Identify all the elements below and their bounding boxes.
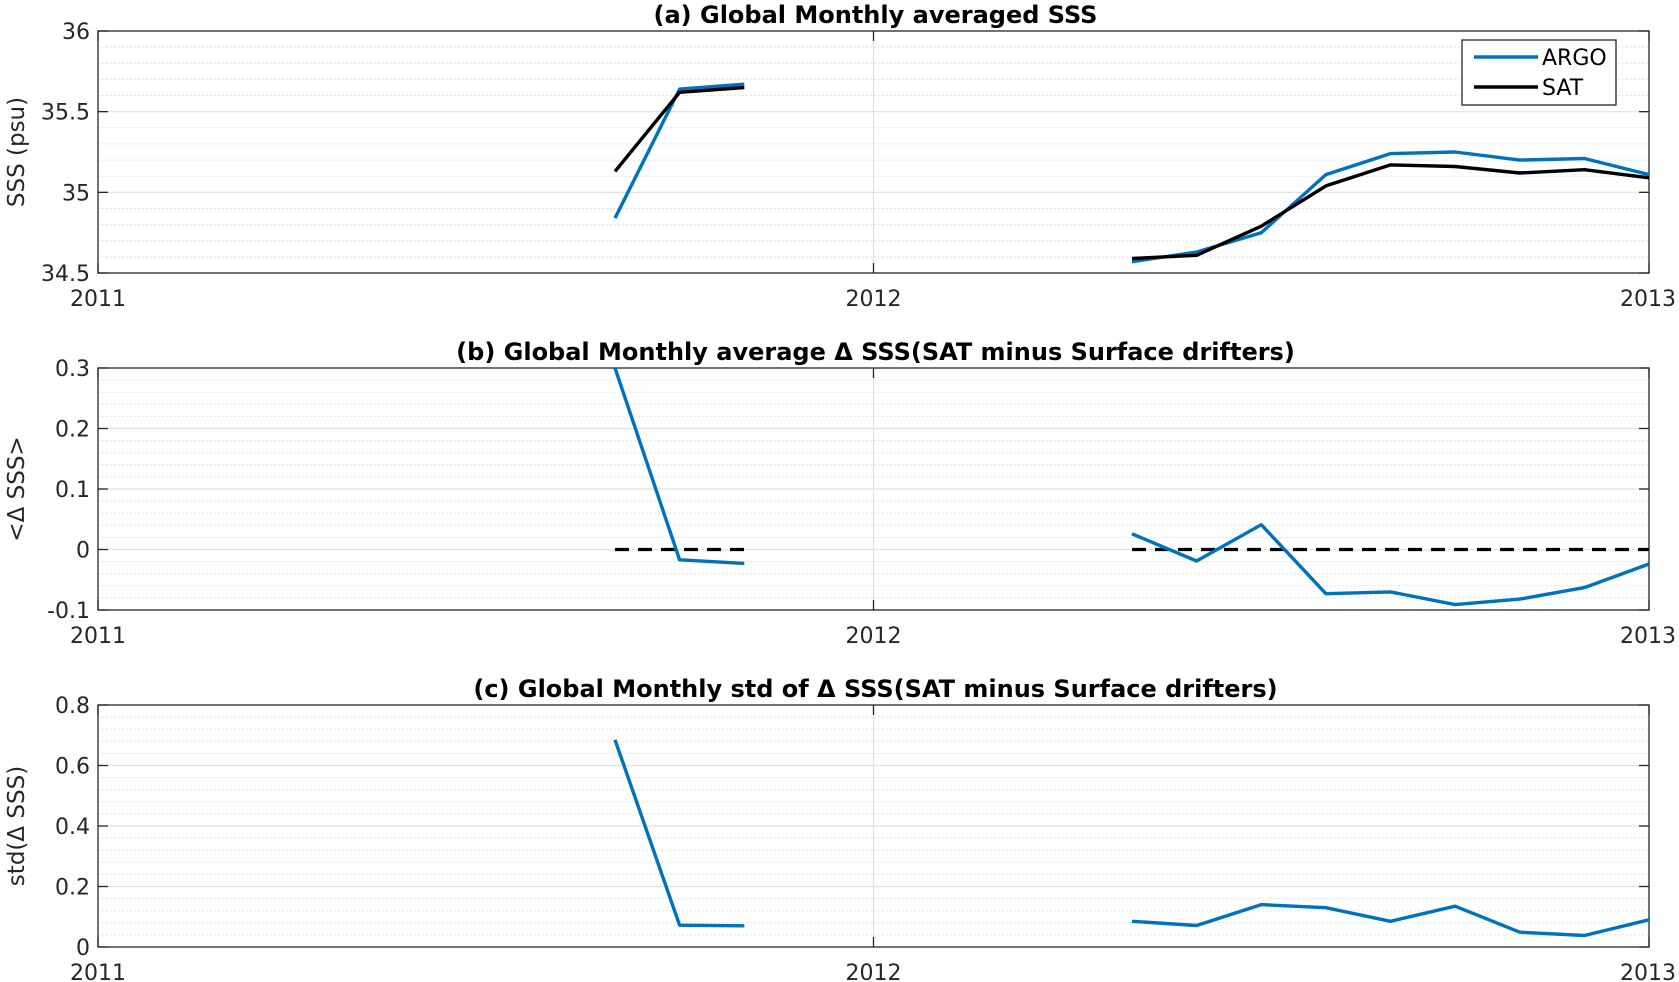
argo-series-line (1131, 150, 1650, 264)
y-axis-label: <Δ SSS> (4, 436, 30, 541)
chart-panel-2: -0.1 0 0.1 0.2 0.3 2011 2012 2013 (b) Global Mon… (4, 338, 1676, 649)
y-tick-label: 0 (76, 539, 90, 564)
y-tick-label: 0.2 (55, 876, 90, 901)
x-tick-label: 2012 (846, 961, 902, 982)
x-tick-label: 2011 (70, 624, 126, 649)
y-tick-label: 34.5 (41, 262, 90, 287)
y-tick-label: -0.1 (47, 599, 90, 624)
x-tick-label: 2013 (1620, 624, 1676, 649)
y-tick-label: 0 (76, 936, 90, 961)
y-axis-label: std(Δ SSS) (4, 766, 30, 886)
delta-sss-series-line (1131, 902, 1650, 938)
y-tick-label: 0.1 (55, 478, 90, 503)
y-tick-label: 0.4 (55, 815, 90, 840)
y-tick-label: 0.8 (55, 694, 90, 719)
y-axis-label: SSS (psu) (4, 97, 30, 207)
y-tick-label: 35 (62, 181, 90, 206)
delta-sss-series-line (1131, 523, 1650, 607)
chart-title: (c) Global Monthly std of Δ SSS(SAT minu… (473, 675, 1277, 703)
x-tick-label: 2013 (1620, 287, 1676, 312)
x-tick-label: 2012 (846, 287, 902, 312)
y-tick-label: 0.2 (55, 418, 90, 443)
x-tick-label: 2011 (70, 961, 126, 982)
sat-series-line (613, 85, 745, 173)
sat-series-line (1131, 163, 1650, 261)
y-tick-label: 0.3 (55, 357, 90, 382)
legend-box (1461, 39, 1617, 106)
chart-title: (a) Global Monthly averaged SSS (654, 1, 1098, 29)
chart-title: (b) Global Monthly average Δ SSS(SAT min… (456, 338, 1295, 366)
x-tick-label: 2013 (1620, 961, 1676, 982)
chart-panel-1: 34.5 35 35.5 36 2011 2012 2013 (a) Global Month… (4, 1, 1676, 312)
delta-sss-series-line (613, 367, 745, 566)
x-tick-label: 2012 (846, 624, 902, 649)
y-tick-label: 35.5 (41, 101, 90, 126)
y-tick-label: 0.6 (55, 755, 90, 780)
x-tick-label: 2011 (70, 287, 126, 312)
legend-label: ARGO (1542, 46, 1607, 71)
delta-sss-series-line (613, 739, 745, 928)
y-tick-label: 36 (62, 20, 90, 45)
argo-series-line (613, 82, 745, 219)
legend-label: SAT (1542, 76, 1584, 101)
chart-panel-3: 0 0.2 0.4 0.6 0.8 2011 2012 2013 (c) Global Mont… (4, 675, 1676, 982)
